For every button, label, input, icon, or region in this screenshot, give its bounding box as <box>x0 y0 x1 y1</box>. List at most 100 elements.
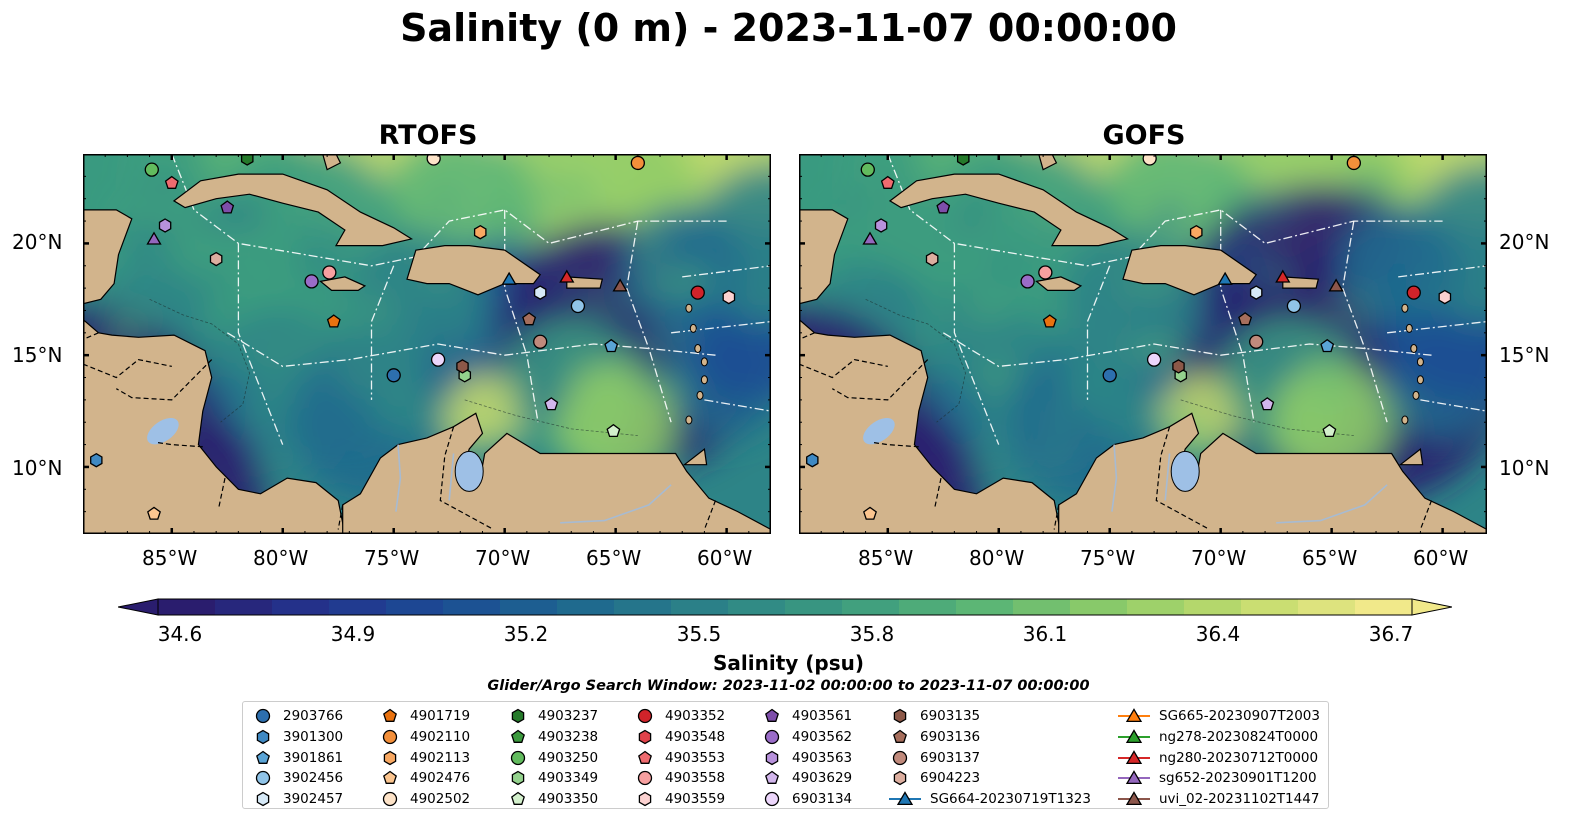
colorbar-bin <box>557 599 615 615</box>
legend-label: 4903558 <box>665 770 726 787</box>
legend-circle-marker <box>255 771 271 786</box>
observation-marker <box>326 314 341 328</box>
salinity-eddy <box>1311 374 1351 403</box>
legend-column: 6903135 6903136 6903137 6904223 SG664-202307… <box>888 706 1091 809</box>
observation-marker <box>1172 359 1185 374</box>
salinity-eddy <box>1191 325 1221 350</box>
legend-item: 4902476 <box>378 768 470 789</box>
legend-marker <box>383 771 397 785</box>
legend-item: 4903352 <box>633 706 725 727</box>
salinity-eddy <box>1113 389 1169 405</box>
salinity-eddy <box>1069 272 1093 298</box>
legend-column: SG665-20230907T2003 ng278-20230824T0000 ng… <box>1117 706 1320 809</box>
observation-marker <box>630 155 645 171</box>
salinity-eddy <box>981 258 1030 282</box>
land-yucatan <box>799 209 849 305</box>
legend-triangle-marker <box>1125 749 1143 764</box>
land-lesser-antilles <box>1416 375 1424 385</box>
legend-hexagon-marker <box>893 709 907 724</box>
legend-marker <box>638 729 652 745</box>
legend-triangle-marker <box>1125 791 1143 806</box>
salinity-eddy <box>541 361 573 382</box>
legend-marker <box>637 709 653 724</box>
land-lesser-antilles <box>700 357 708 367</box>
salinity-eddy <box>1373 402 1413 433</box>
salinity-eddy <box>1067 190 1127 217</box>
salinity-eddy <box>1253 358 1291 379</box>
observation-marker <box>304 274 319 289</box>
eez-boundary <box>1086 265 1111 400</box>
legend-triangle-marker <box>1125 708 1143 723</box>
legend-marker <box>382 791 398 807</box>
legend-pentagon-marker <box>256 750 270 764</box>
legend-marker <box>510 750 526 765</box>
legend-pentagon-marker <box>511 791 525 806</box>
colorbar-bin <box>386 599 444 615</box>
lat-label-20n-right: 20°N <box>1499 230 1550 254</box>
salinity-eddy <box>839 190 869 215</box>
lon-label-70w-right: 70°W <box>1191 546 1247 570</box>
salinity-eddy <box>196 278 231 293</box>
land-trinidad <box>1398 447 1424 466</box>
legend-item: sg652-20230901T1200 <box>1117 768 1320 789</box>
lon-label-60w-right: 60°W <box>1413 546 1469 570</box>
lon-label-75w-right: 75°W <box>1080 546 1136 570</box>
lake-maracaibo <box>1170 450 1200 492</box>
legend-item: 4903250 <box>506 747 598 768</box>
legend-label: uvi_02-20231102T1447 <box>1159 791 1320 808</box>
legend-marker <box>637 771 653 786</box>
observation-marker <box>533 285 547 300</box>
observation-marker <box>956 154 970 166</box>
legend-triangle-marker <box>1125 770 1143 785</box>
salinity-eddy <box>1217 387 1280 403</box>
observation-marker <box>863 506 877 520</box>
legend-marker <box>256 750 270 764</box>
bathymetry-contour <box>1180 399 1354 436</box>
salinity-eddy <box>1178 291 1219 310</box>
legend-marker <box>255 709 271 724</box>
search-window-text: Glider/Argo Search Window: 2023-11-02 00… <box>487 678 1090 694</box>
colorbar-bin <box>1127 599 1185 615</box>
river <box>560 484 672 524</box>
legend-label: SG665-20230907T2003 <box>1159 708 1320 725</box>
legend-item: ng278-20230824T0000 <box>1117 727 1320 748</box>
legend-triangle-marker <box>896 791 914 806</box>
land-cuba <box>888 173 1130 247</box>
colorbar-bin <box>1298 599 1356 615</box>
country-border <box>83 332 99 341</box>
eez-boundary <box>504 209 539 423</box>
salinity-eddy <box>433 378 456 409</box>
legend-pentagon-marker <box>638 750 652 764</box>
legend-item: 4903629 <box>760 768 852 789</box>
salinity-eddy <box>1043 448 1070 464</box>
bathymetry-contour <box>149 298 250 423</box>
lake-maracaibo <box>454 450 484 492</box>
legend-label: sg652-20230901T1200 <box>1159 770 1317 787</box>
land-lesser-antilles <box>700 375 708 385</box>
salinity-eddy <box>980 363 1016 388</box>
colorbar-bin <box>614 599 672 615</box>
colorbar-bin <box>899 599 957 615</box>
salinity-eddy <box>284 332 335 355</box>
colorbar-bin <box>1070 599 1128 615</box>
land-lesser-antilles <box>1410 344 1418 353</box>
eez-boundary <box>942 332 1432 368</box>
colorbar-tick: 36.4 <box>1195 622 1241 646</box>
observation-marker <box>1438 289 1452 305</box>
colorbar-tick: 36.1 <box>1022 622 1068 646</box>
land-lesser-antilles <box>685 303 693 313</box>
land-yucatan <box>83 209 133 305</box>
salinity-colorbar <box>118 598 1452 616</box>
lake-nicaragua <box>863 418 895 445</box>
country-border <box>217 477 226 510</box>
colorbar-bin <box>956 599 1014 615</box>
observation-marker <box>612 278 628 292</box>
legend-marker <box>889 791 921 806</box>
legend-item: 6903135 <box>888 706 1091 727</box>
land-bahamas-island <box>322 154 342 171</box>
legend-label: 3902457 <box>283 791 344 808</box>
country-border <box>1053 504 1060 530</box>
lat-label-15n-left: 15°N <box>12 343 63 367</box>
observation-marker <box>522 312 537 326</box>
legend-pentagon-marker <box>511 729 525 743</box>
